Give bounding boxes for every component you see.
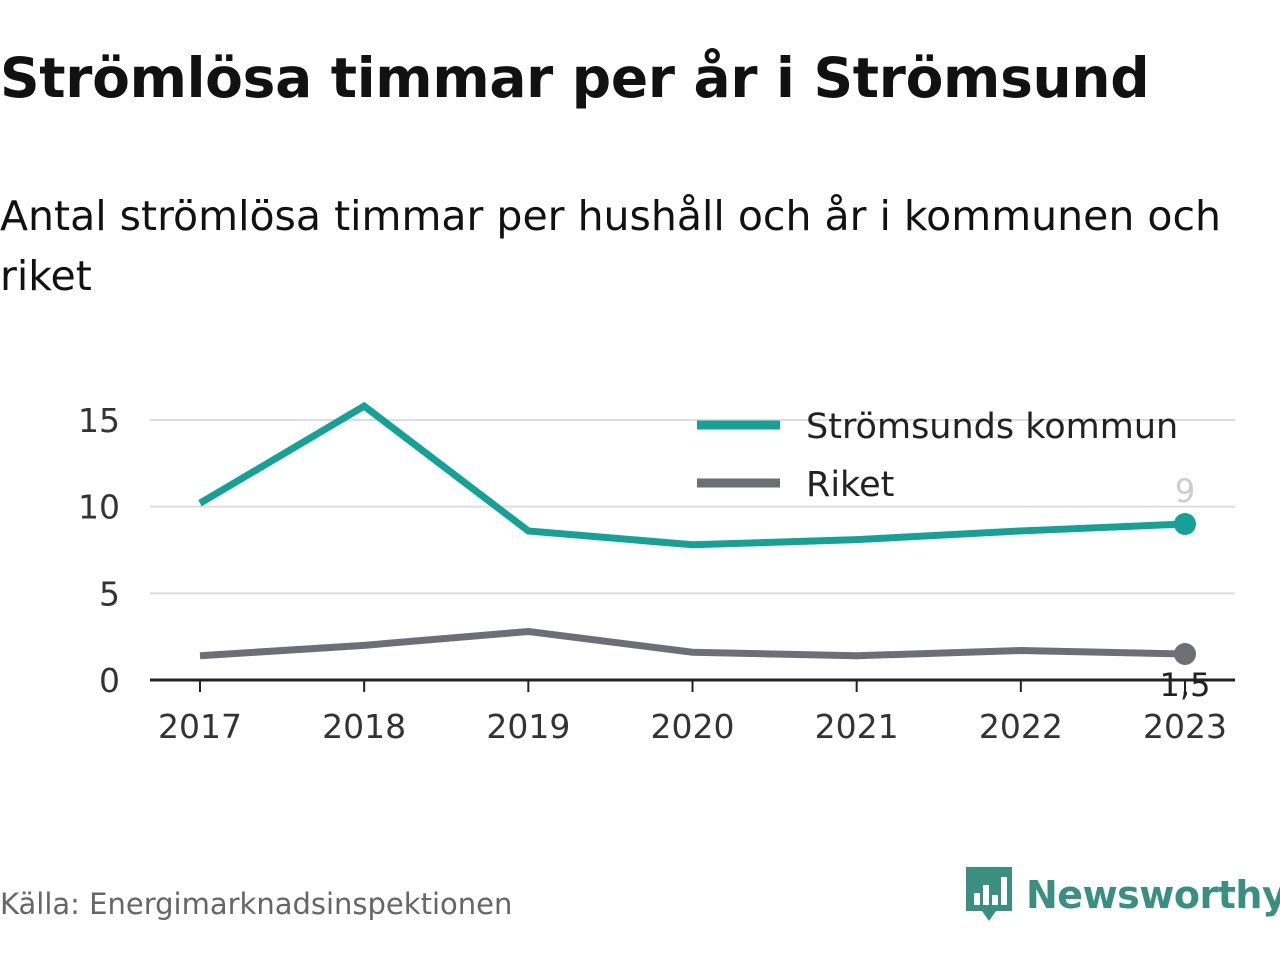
brand-logo: Newsworthy [964, 865, 1280, 925]
y-tick-label: 0 [99, 661, 120, 700]
series-line-kommun [198, 401, 1186, 549]
newsworthy-logo-icon [966, 867, 1012, 921]
x-tick-label: 2021 [815, 707, 899, 746]
legend-label: Strömsunds kommun [806, 407, 1178, 447]
x-tick-label: 2017 [158, 707, 242, 746]
end-point-marker [1174, 643, 1196, 665]
end-point-marker [1174, 513, 1196, 535]
end-value-label: 1,5 [1160, 666, 1211, 704]
y-tick-label: 10 [78, 488, 120, 527]
x-tick-label: 2018 [322, 707, 406, 746]
chart-subtitle: Antal strömlösa timmar per hushåll och å… [0, 192, 1221, 300]
source-note: Källa: Energimarknadsinspektionen [0, 887, 513, 921]
end-value-label: 9 [1175, 472, 1195, 510]
x-tick-label: 2022 [979, 707, 1063, 746]
x-tick-label: 2019 [486, 707, 570, 746]
x-tick-label: 2020 [651, 707, 735, 746]
brand-name: Newsworthy [1026, 873, 1280, 917]
legend-label: Riket [806, 465, 894, 505]
series-line-riket [199, 627, 1186, 660]
x-tick-label: 2023 [1143, 707, 1227, 746]
chart-title: Strömlösa timmar per år i Strömsund [0, 46, 1150, 110]
y-tick-label: 5 [99, 574, 120, 613]
y-tick-label: 15 [78, 401, 120, 440]
